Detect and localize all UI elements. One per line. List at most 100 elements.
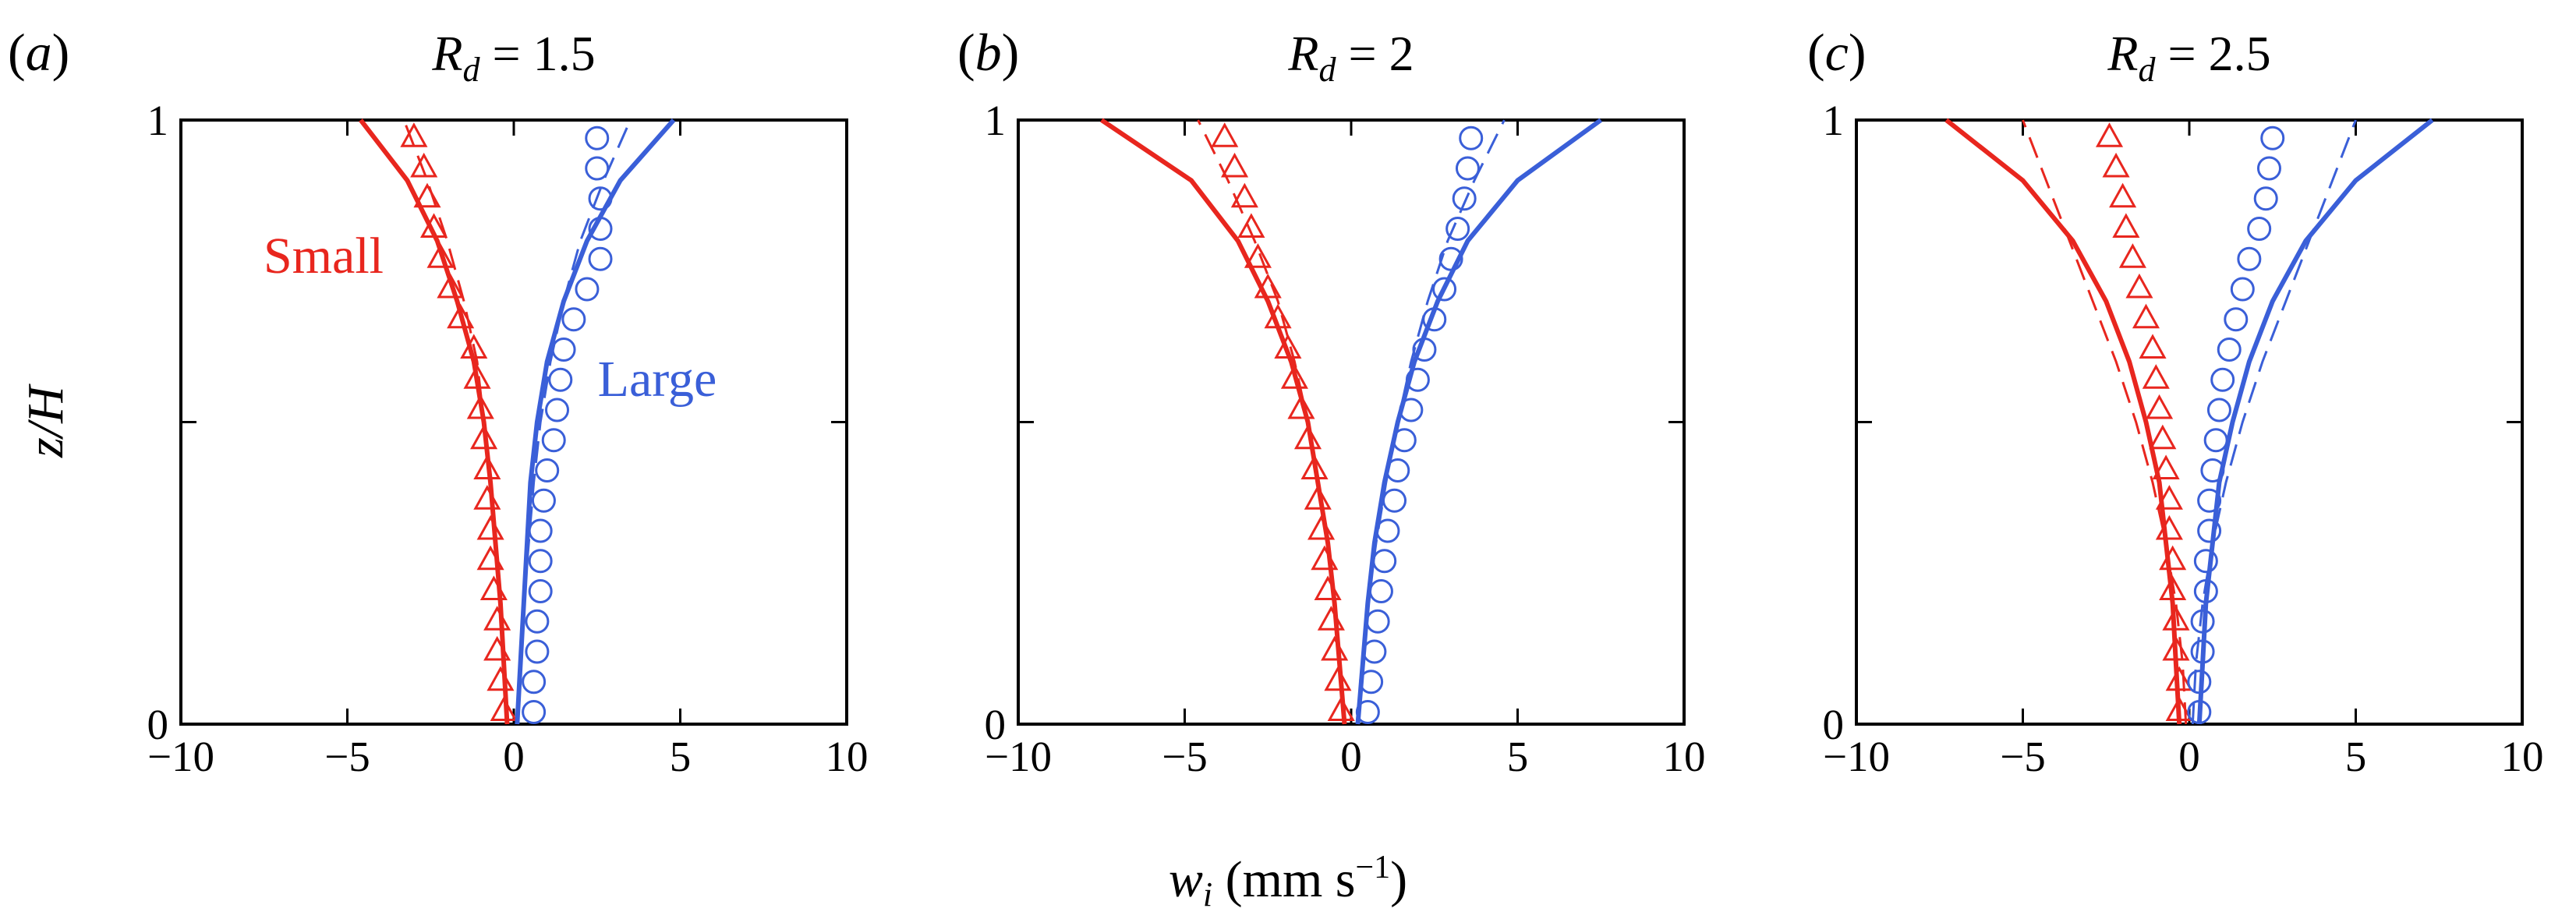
- circle-marker: [1365, 609, 1390, 634]
- circle-marker: [522, 700, 547, 724]
- circle-marker: [1392, 428, 1417, 453]
- circle-marker: [588, 217, 613, 241]
- triangle-marker: [1321, 635, 1349, 661]
- title-var: R: [1287, 26, 1318, 81]
- x-tick-label: 5: [2345, 733, 2367, 780]
- triangle-marker: [2162, 635, 2190, 661]
- circle-marker: [551, 338, 576, 362]
- panel-label-part: c: [1825, 23, 1849, 82]
- triangle-marker: [419, 213, 448, 238]
- circle-marker: [2197, 518, 2222, 543]
- triangle-marker: [2149, 424, 2177, 450]
- circle-marker: [2230, 277, 2255, 302]
- triangle-marker: [2155, 514, 2183, 540]
- triangle-marker: [1274, 334, 1302, 359]
- triangle-marker: [1280, 364, 1308, 389]
- dashed-line: [515, 119, 632, 725]
- triangle-marker: [410, 152, 438, 178]
- circle-marker: [2197, 488, 2222, 513]
- circle-marker: [1368, 579, 1393, 603]
- y-axis-label: z/H: [17, 384, 74, 458]
- x-tick-label: −5: [324, 733, 370, 780]
- circle-marker: [2200, 458, 2225, 482]
- triangle-marker: [1304, 485, 1332, 510]
- circle-marker: [522, 670, 547, 695]
- circle-marker: [525, 639, 550, 664]
- triangle-marker: [1314, 575, 1342, 600]
- circle-marker: [1372, 549, 1397, 574]
- dashed-line: [2022, 119, 2188, 725]
- circle-marker: [1362, 639, 1387, 664]
- triangle-marker: [479, 575, 508, 600]
- title-rest: = 2.5: [2156, 26, 2271, 81]
- circle-marker: [2190, 609, 2215, 634]
- triangle-marker: [2152, 454, 2180, 479]
- x-label-unit: (mm s: [1212, 851, 1355, 908]
- triangle-marker: [2109, 182, 2137, 208]
- triangle-marker: [473, 485, 501, 510]
- dashed-line: [402, 119, 508, 725]
- x-tick-label: 10: [826, 733, 869, 780]
- circle-marker: [2187, 670, 2212, 695]
- triangle-marker: [2162, 606, 2190, 631]
- circle-marker: [528, 549, 553, 574]
- circle-marker: [1455, 156, 1480, 181]
- triangle-marker: [2146, 394, 2174, 419]
- triangle-marker: [483, 606, 511, 631]
- triangle-marker: [447, 303, 475, 329]
- panel-label-part: (: [957, 23, 975, 82]
- triangle-marker: [1293, 424, 1322, 450]
- triangle-marker: [426, 243, 455, 268]
- triangle-marker: [1317, 606, 1345, 631]
- panel-title: Rd = 2.5: [2107, 26, 2270, 89]
- triangle-marker: [413, 182, 441, 208]
- triangle-marker: [2112, 213, 2140, 238]
- circle-marker: [588, 246, 613, 271]
- triangle-marker: [1324, 666, 1352, 691]
- circle-marker: [575, 277, 600, 302]
- circle-marker: [548, 367, 573, 392]
- panel-label-part: ): [52, 23, 70, 82]
- y-tick-label: 1: [985, 97, 1007, 144]
- panel-label-part: ): [1849, 23, 1867, 82]
- circle-marker: [2260, 125, 2285, 150]
- circle-marker: [2187, 700, 2212, 724]
- circle-marker: [525, 609, 550, 634]
- circle-marker: [1445, 217, 1470, 241]
- x-tick-label: −5: [1162, 733, 1208, 780]
- x-tick-label: 10: [1663, 733, 1706, 780]
- circle-marker: [1399, 398, 1424, 422]
- circle-marker: [1405, 367, 1430, 392]
- panel-label-part: (: [1807, 23, 1825, 82]
- x-tick-label: −10: [985, 733, 1052, 780]
- triangle-marker: [1287, 394, 1315, 419]
- triangle-marker: [1237, 213, 1265, 238]
- title-sub: d: [1319, 51, 1337, 89]
- panel-label-part: b: [975, 23, 1002, 82]
- panel-label: (a): [8, 23, 69, 82]
- triangle-marker: [1327, 696, 1355, 721]
- triangle-marker: [460, 334, 488, 359]
- x-label-var: w: [1169, 851, 1203, 908]
- circle-marker: [2217, 338, 2242, 362]
- axes-frame: [1855, 118, 2524, 726]
- y-tick-label: 1: [1823, 97, 1845, 144]
- circle-marker: [2193, 579, 2218, 603]
- circle-marker: [2247, 217, 2272, 241]
- triangle-marker: [466, 394, 494, 419]
- triangle-marker: [437, 273, 465, 299]
- triangle-marker: [1221, 152, 1249, 178]
- circle-marker: [2237, 246, 2262, 271]
- x-label-sub: i: [1203, 875, 1212, 914]
- y-tick-label: 0: [985, 701, 1007, 748]
- circle-marker: [1385, 458, 1410, 482]
- triangle-marker: [2125, 273, 2153, 299]
- triangle-marker: [2165, 696, 2193, 721]
- triangle-marker: [1300, 454, 1329, 479]
- title-sub: d: [2139, 51, 2157, 89]
- dashed-line: [1197, 119, 1346, 725]
- triangle-marker: [476, 514, 504, 540]
- triangle-marker: [2132, 303, 2160, 329]
